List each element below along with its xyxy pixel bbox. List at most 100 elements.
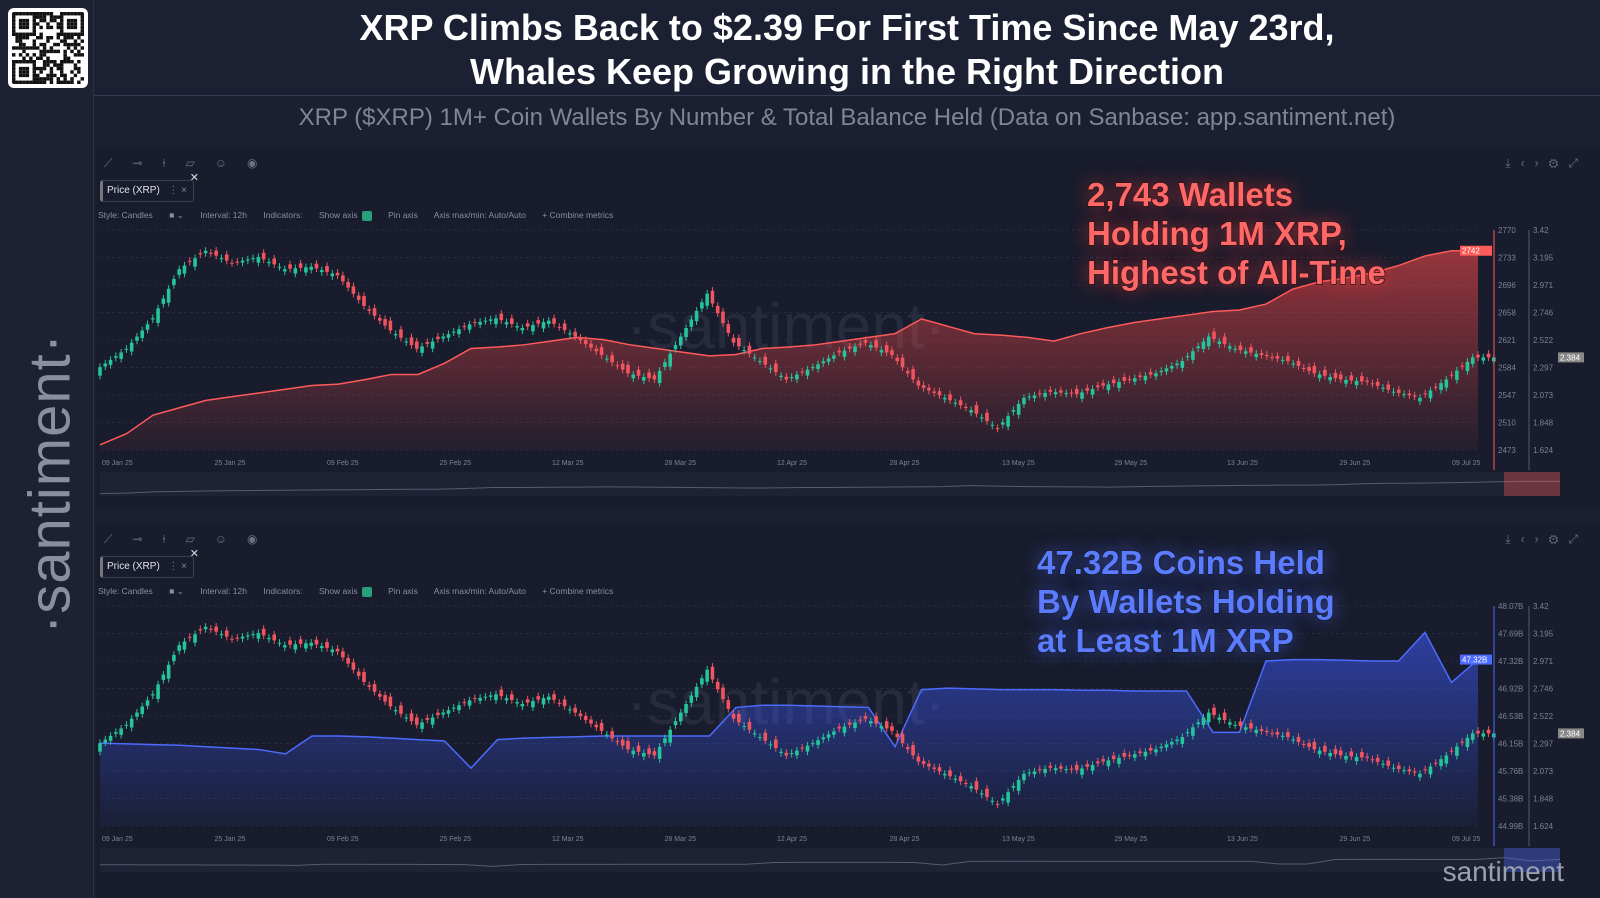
horizontal-line-icon[interactable]: ⊸ — [132, 532, 155, 546]
show-axis-checkbox[interactable]: Show axis — [319, 586, 372, 597]
candle — [1455, 746, 1459, 756]
close-icon[interactable]: ✕ — [189, 172, 199, 184]
candle — [1022, 773, 1026, 781]
candle — [953, 402, 958, 404]
candle — [1122, 376, 1127, 381]
emoji-icon[interactable]: ☺ — [214, 156, 240, 170]
interval-dropdown[interactable]: Interval: 12h — [200, 210, 247, 220]
candle — [261, 252, 266, 260]
style-dropdown[interactable]: Style: Candles — [98, 586, 153, 596]
candle — [1418, 773, 1422, 778]
candle — [436, 336, 440, 340]
axis-minmax-dropdown[interactable]: Axis max/min: Auto/Auto — [433, 586, 526, 596]
vertical-line-icon[interactable]: ⍿ — [162, 532, 178, 546]
indicators-dropdown[interactable]: Indicators: — [263, 586, 303, 596]
candle — [1354, 380, 1359, 386]
emoji-icon[interactable]: ☺ — [214, 532, 240, 546]
close-icon[interactable]: ⋮ × — [168, 561, 187, 572]
candle — [737, 337, 741, 347]
candle — [1212, 707, 1216, 716]
note-icon[interactable]: ▱ — [185, 156, 207, 170]
candle — [515, 702, 519, 704]
download-icon[interactable]: ⤓ — [1505, 156, 1521, 170]
interval-dropdown[interactable]: Interval: 12h — [200, 586, 247, 596]
combine-metrics-button[interactable]: + Combine metrics — [542, 210, 614, 220]
range-navigator[interactable] — [100, 848, 1560, 872]
candle — [1053, 392, 1058, 395]
candle — [103, 363, 108, 367]
fullscreen-icon[interactable]: ⤢ — [1568, 156, 1588, 170]
price-tick-label: 2.522 — [1533, 336, 1554, 345]
y-tick-label: 45.38B — [1498, 795, 1523, 804]
candle — [1402, 394, 1406, 396]
candle — [319, 270, 324, 273]
candle — [768, 368, 773, 370]
candle — [425, 341, 430, 344]
horizontal-line-icon[interactable]: ⊸ — [132, 156, 155, 170]
vertical-line-icon[interactable]: ⍿ — [162, 156, 178, 170]
candle — [1333, 748, 1338, 755]
candle — [763, 732, 768, 741]
close-icon[interactable]: ⋮ × — [168, 185, 187, 196]
combine-metrics-button[interactable]: + Combine metrics — [542, 586, 614, 596]
y-tick-label: 2658 — [1498, 309, 1516, 318]
line-tool-icon[interactable]: ⟋ — [104, 156, 125, 170]
candle — [726, 324, 731, 333]
candle — [1191, 351, 1195, 360]
candle — [1280, 735, 1285, 737]
pin-axis-checkbox[interactable]: Pin axis — [388, 586, 418, 596]
embed-icon[interactable]: ‹› — [1520, 532, 1549, 546]
price-tick-label: 1.848 — [1533, 419, 1554, 428]
candle — [837, 350, 841, 353]
eye-icon[interactable]: ◉ — [247, 156, 270, 170]
show-axis-checkbox[interactable]: Show axis — [319, 210, 372, 221]
candle — [1043, 392, 1047, 397]
candle — [224, 254, 229, 261]
fullscreen-icon[interactable]: ⤢ — [1568, 532, 1588, 546]
candle — [1111, 379, 1116, 384]
pin-axis-checkbox[interactable]: Pin axis — [388, 210, 418, 220]
metric-chip[interactable]: Price (XRP) ⋮ × ✕ — [100, 548, 199, 578]
candle — [319, 646, 324, 649]
candle — [631, 750, 636, 755]
gear-icon[interactable]: ⚙ — [1548, 532, 1569, 546]
candle — [636, 369, 641, 376]
eye-icon[interactable]: ◉ — [247, 532, 270, 546]
gear-icon[interactable]: ⚙ — [1548, 156, 1569, 170]
metric-line — [99, 249, 1478, 446]
candle — [789, 752, 794, 754]
x-tick-label: 09 Feb 25 — [327, 460, 359, 467]
indicators-dropdown[interactable]: Indicators: — [263, 210, 303, 220]
axis-minmax-dropdown[interactable]: Axis max/min: Auto/Auto — [433, 210, 526, 220]
candle — [1360, 752, 1364, 758]
color-dropdown[interactable]: ■ ⌄ — [169, 210, 184, 220]
candle — [884, 345, 889, 353]
line-tool-icon[interactable]: ⟋ — [104, 532, 125, 546]
candle — [964, 406, 968, 408]
candle — [140, 706, 145, 714]
candle — [1249, 723, 1253, 729]
candle — [1243, 727, 1248, 730]
style-dropdown[interactable]: Style: Candles — [98, 210, 153, 220]
price-tick-label: 3.195 — [1533, 254, 1554, 263]
candle — [378, 693, 382, 697]
range-navigator[interactable] — [100, 472, 1560, 496]
candle — [573, 331, 577, 337]
candle — [1011, 410, 1016, 412]
candle — [1286, 356, 1290, 362]
metric-chip[interactable]: Price (XRP) ⋮ × ✕ — [100, 172, 199, 202]
price-tick-label: 3.42 — [1533, 226, 1549, 235]
candle — [203, 626, 208, 630]
candle — [1117, 757, 1121, 764]
candle — [1027, 772, 1032, 774]
download-icon[interactable]: ⤓ — [1505, 532, 1521, 546]
note-icon[interactable]: ▱ — [185, 532, 207, 546]
candle — [1206, 712, 1211, 723]
candle — [552, 694, 556, 700]
candle — [689, 695, 694, 703]
close-icon[interactable]: ✕ — [189, 548, 199, 560]
embed-icon[interactable]: ‹› — [1520, 156, 1549, 170]
qr-code — [8, 8, 88, 88]
color-dropdown[interactable]: ■ ⌄ — [169, 586, 184, 596]
candle — [351, 662, 356, 670]
